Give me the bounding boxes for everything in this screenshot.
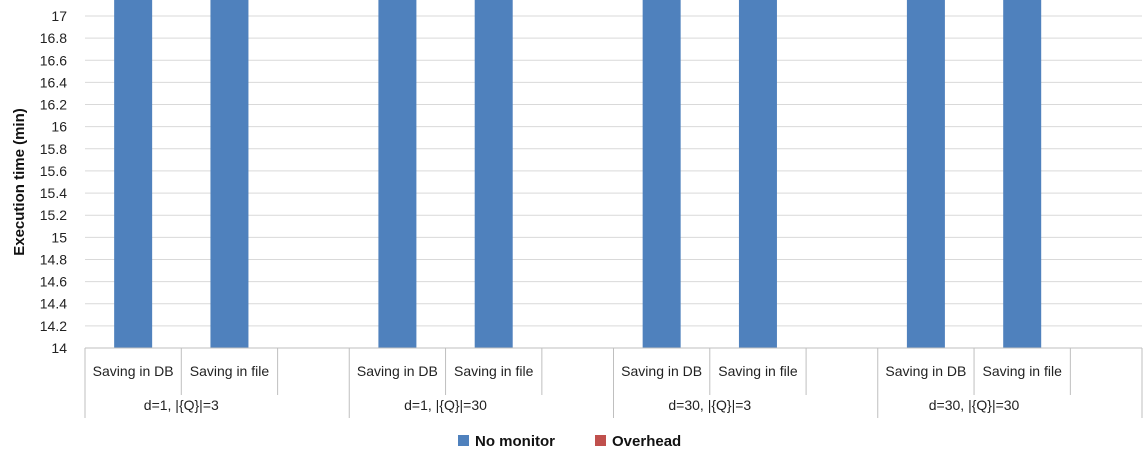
category-label: Saving in DB	[621, 363, 702, 379]
y-tick-label: 16.8	[40, 30, 67, 46]
y-tick-label: 17	[51, 8, 67, 24]
y-tick-label: 16	[51, 119, 67, 135]
y-tick-label: 14.6	[40, 274, 67, 290]
legend-label: No monitor	[475, 433, 555, 450]
category-label: Saving in DB	[885, 363, 966, 379]
bar-no-monitor	[642, 0, 681, 348]
y-tick-label: 15.6	[40, 163, 67, 179]
bar-no-monitor	[738, 0, 777, 348]
x-axis: Saving in DB Saving in file d=1, |{Q}|=3 Sa…	[84, 347, 1143, 418]
group-label: d=30, |{Q}|=30	[929, 397, 1020, 413]
category-label: Saving in file	[983, 363, 1063, 379]
legend-swatch	[458, 435, 469, 446]
bar-no-monitor	[210, 0, 249, 348]
y-tick-label: 15.4	[40, 185, 67, 201]
gridlines	[85, 15, 1142, 349]
legend-swatch	[595, 435, 606, 446]
bar-no-monitor	[474, 0, 513, 348]
bars	[114, 0, 1042, 348]
group-label: d=1, |{Q}|=3	[144, 397, 219, 413]
group-label: d=1, |{Q}|=30	[404, 397, 487, 413]
y-tick-label: 16.2	[40, 97, 67, 113]
y-tick-label: 15	[51, 229, 67, 245]
y-tick-label: 15.8	[40, 141, 67, 157]
y-tick-label: 14.8	[40, 251, 67, 267]
group-label: d=30, |{Q}|=3	[668, 397, 751, 413]
bar-no-monitor	[1003, 0, 1042, 348]
y-axis-label: Execution time (min)	[11, 108, 28, 256]
y-tick-label: 14	[51, 340, 67, 356]
y-tick-label: 14.2	[40, 318, 67, 334]
y-tick-label: 16.6	[40, 52, 67, 68]
category-label: Saving in file	[190, 363, 270, 379]
bar-no-monitor	[114, 0, 153, 348]
y-axis-ticks: 14 14.2 14.4 14.6 14.8 15 15.2 15.4 15.6 15.8 16 16…	[40, 8, 67, 356]
category-label: Saving in file	[718, 363, 798, 379]
y-tick-label: 15.2	[40, 207, 67, 223]
bar-no-monitor	[378, 0, 417, 348]
category-label: Saving in DB	[357, 363, 438, 379]
legend: No monitor Overhead	[458, 433, 681, 450]
category-label: Saving in file	[454, 363, 534, 379]
y-tick-label: 16.4	[40, 74, 67, 90]
category-label: Saving in DB	[93, 363, 174, 379]
y-tick-label: 14.4	[40, 296, 67, 312]
legend-label: Overhead	[612, 433, 681, 450]
bar-no-monitor	[906, 0, 945, 348]
